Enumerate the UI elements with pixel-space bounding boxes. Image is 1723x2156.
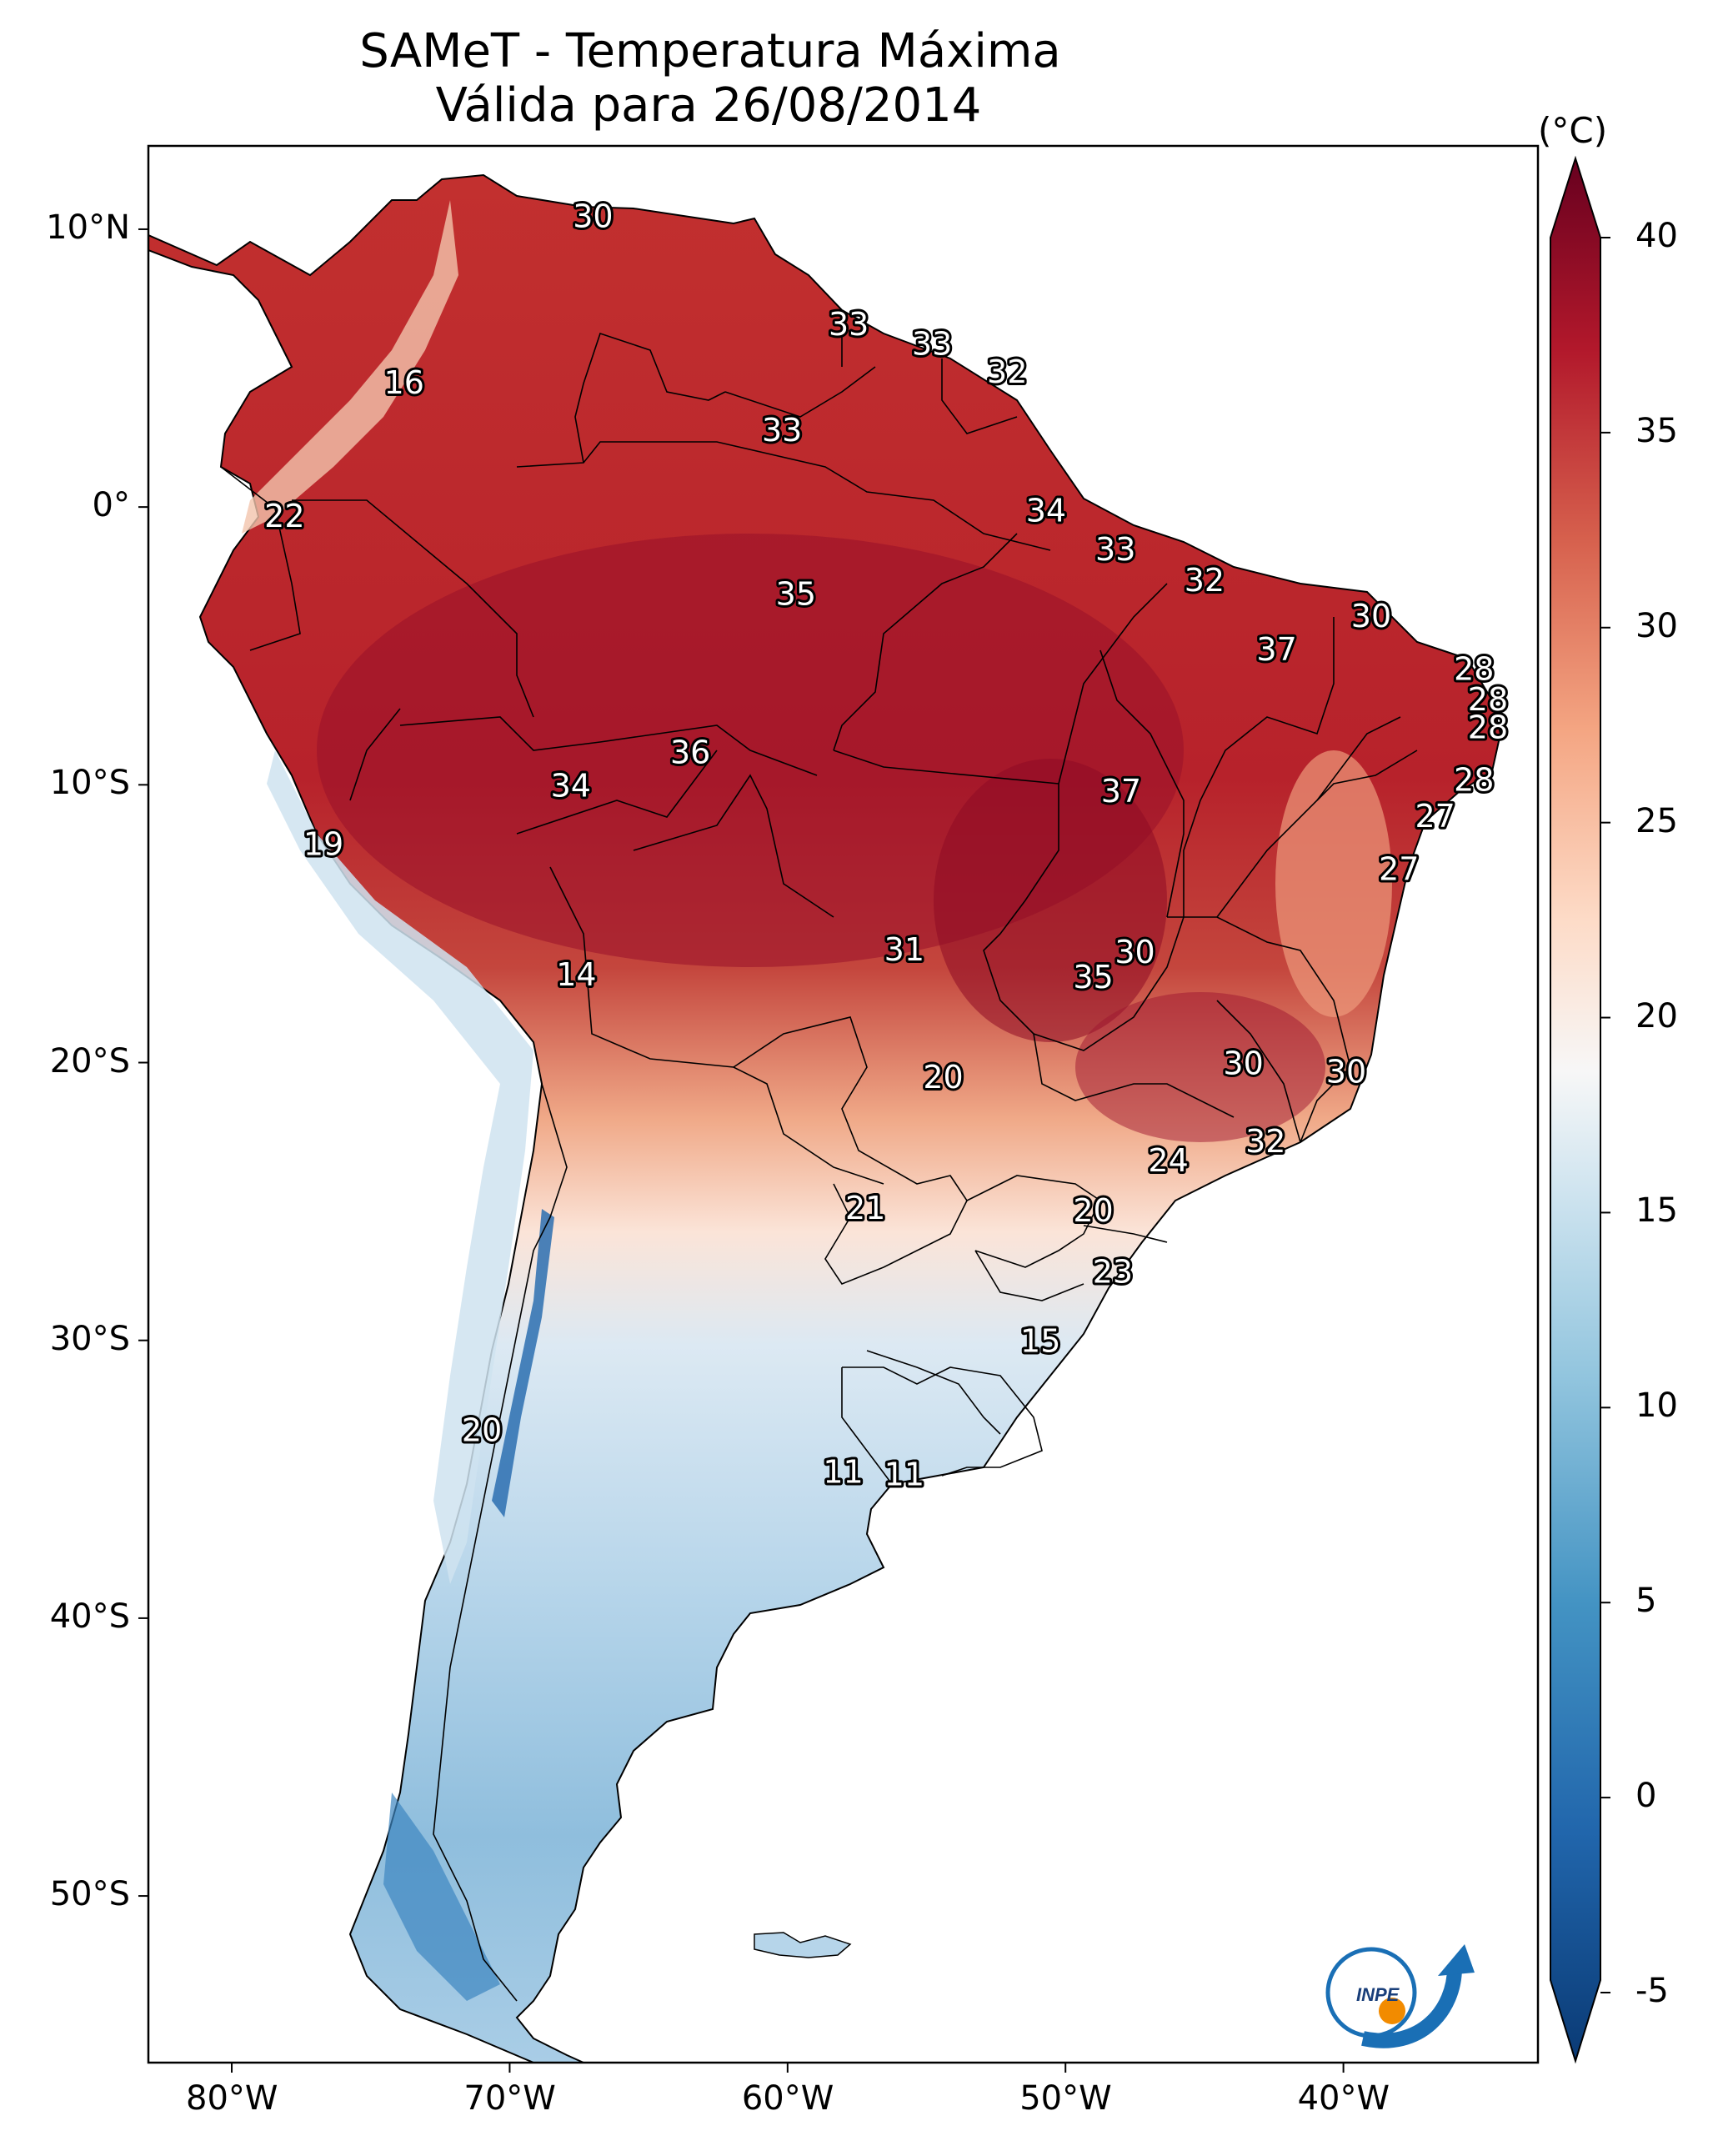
- patagonia-cold: [383, 1792, 500, 2001]
- y-tick-label: 50°S: [49, 1875, 130, 1914]
- andes-cold-strip: [267, 750, 533, 1584]
- y-tick-label: 10°S: [49, 764, 130, 803]
- warm-northeast-coast: [1275, 750, 1392, 1017]
- temperature-label: 33: [1095, 531, 1135, 568]
- x-axis-ticks: [231, 2063, 1345, 2073]
- inpe-logo-dot: [1379, 1998, 1405, 2024]
- temperature-label: 30: [1326, 1054, 1366, 1091]
- temperature-label: 34: [1026, 492, 1066, 529]
- colorbar-tick-label: -5: [1635, 1972, 1669, 2010]
- y-axis-ticks: [138, 228, 148, 1898]
- temperature-label: 16: [384, 364, 424, 401]
- temperature-label: 28: [1454, 650, 1494, 687]
- y-tick-label: 40°S: [49, 1597, 130, 1636]
- temperature-label: 11: [884, 1457, 924, 1493]
- temperature-label: 30: [573, 198, 613, 234]
- temperature-label: 36: [670, 734, 710, 770]
- colorbar-tick-label: 40: [1635, 217, 1678, 255]
- temperature-label: 31: [884, 931, 924, 968]
- temperature-label: 37: [1101, 773, 1141, 810]
- temperature-label: 11: [823, 1453, 863, 1490]
- temperature-label: 35: [1073, 959, 1113, 995]
- temperature-label: 20: [923, 1059, 963, 1096]
- temperature-label: 15: [1020, 1323, 1060, 1360]
- temperature-label: 32: [987, 353, 1027, 390]
- colorbar-ticks: [1600, 237, 1610, 1993]
- x-tick-label: 70°W: [463, 2079, 556, 2118]
- inpe-logo-text: INPE: [1356, 1984, 1400, 2005]
- andes-cold-core: [492, 1209, 554, 1517]
- temperature-label: 21: [845, 1190, 885, 1226]
- temperature-label: 33: [762, 412, 802, 449]
- colorbar-tick-label: 35: [1635, 411, 1678, 450]
- temperature-label: 24: [1148, 1142, 1188, 1179]
- temperature-label: 14: [556, 956, 596, 993]
- temperature-label: 37: [1256, 631, 1296, 668]
- temperature-label: 23: [1093, 1253, 1133, 1290]
- y-tick-label: 0°: [92, 486, 130, 525]
- colorbar-tick-label: 15: [1635, 1191, 1678, 1231]
- colorbar-unit-label: (°C): [1538, 110, 1608, 151]
- temperature-label: 27: [1379, 850, 1419, 887]
- country-borders: [220, 310, 1418, 2002]
- temperature-label: 34: [551, 767, 591, 804]
- temperature-label: 22: [264, 498, 304, 534]
- x-tick-label: 60°W: [741, 2079, 834, 2118]
- x-tick-label: 40°W: [1297, 2079, 1390, 2118]
- temperature-label: 30: [1223, 1045, 1263, 1082]
- temperature-label: 30: [1114, 934, 1155, 970]
- colorbar-tick-label: 10: [1635, 1386, 1678, 1426]
- hot-core-central-brazil: [934, 759, 1167, 1042]
- colorbar-tick-label: 30: [1635, 606, 1678, 645]
- colorbar: [1550, 155, 1610, 2064]
- chart-title-line1: SAMeT - Temperatura Máxima: [359, 24, 1061, 78]
- temperature-label: 27: [1415, 798, 1455, 835]
- falkland-islands: [754, 1932, 852, 1958]
- temperature-label: 28: [1454, 762, 1494, 799]
- colorbar-tick-label: 25: [1635, 801, 1678, 840]
- x-tick-label: 80°W: [186, 2079, 278, 2118]
- temperature-label: 20: [1073, 1192, 1113, 1229]
- temperature-label: 33: [829, 306, 869, 343]
- x-tick-label: 50°W: [1019, 2079, 1112, 2118]
- temperature-label: 28: [1468, 681, 1508, 718]
- colorbar-body: [1550, 155, 1601, 2064]
- chart-title-line2: Válida para 26/08/2014: [435, 78, 982, 133]
- y-tick-label: 20°S: [49, 1041, 130, 1081]
- map-frame: [147, 144, 1540, 2064]
- temperature-label: 19: [303, 825, 343, 862]
- colorbar-tick-label: 20: [1635, 996, 1678, 1035]
- temperature-label: 28: [1468, 709, 1508, 745]
- temperature-label: 33: [912, 326, 952, 363]
- colorbar-tick-label: 0: [1635, 1777, 1657, 1816]
- inpe-logo-arrow: [1438, 1944, 1475, 1976]
- temperature-label: 32: [1245, 1123, 1285, 1160]
- inpe-logo-swoosh: [1361, 1967, 1462, 2048]
- temperature-label: 20: [462, 1411, 502, 1448]
- hot-core-southeast: [1075, 992, 1325, 1142]
- colorbar-tick-label: 5: [1635, 1582, 1657, 1621]
- inpe-logo: INPE: [1325, 1944, 1475, 2048]
- temperature-label: 35: [776, 575, 816, 612]
- temperature-label: 32: [1185, 562, 1225, 599]
- temperature-label: 30: [1351, 598, 1391, 634]
- y-tick-label: 10°N: [46, 208, 130, 247]
- south-america-landmass: [148, 173, 1502, 2063]
- y-tick-label: 30°S: [49, 1319, 130, 1358]
